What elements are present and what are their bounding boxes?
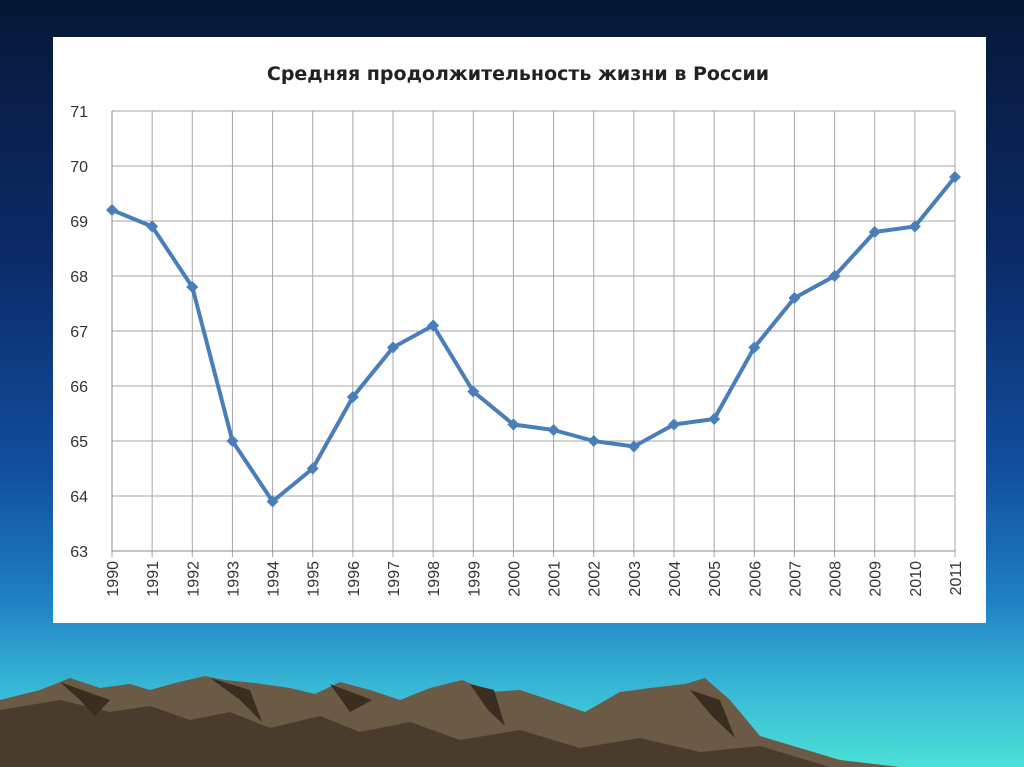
- data-point-marker: [427, 319, 440, 332]
- data-point-marker: [106, 204, 118, 216]
- y-tick-label: 71: [70, 104, 88, 121]
- x-tick-label: 1998: [426, 561, 443, 597]
- data-point-marker: [708, 413, 721, 425]
- x-tick-label: 1997: [386, 561, 403, 597]
- x-tick-label: 2001: [547, 561, 564, 597]
- x-tick-label: 2011: [948, 561, 965, 596]
- x-tick-label: 2004: [667, 561, 684, 597]
- y-tick-label: 67: [70, 324, 88, 341]
- y-tick-label: 64: [70, 489, 88, 506]
- x-tick-label: 2007: [787, 561, 804, 597]
- y-tick-label: 66: [70, 379, 88, 396]
- data-point-marker: [146, 220, 159, 233]
- data-point-marker: [868, 226, 881, 238]
- x-tick-label: 1995: [306, 561, 323, 597]
- x-tick-label: 1990: [105, 561, 122, 597]
- y-tick-label: 70: [70, 159, 88, 176]
- y-tick-label: 68: [70, 269, 88, 286]
- x-tick-label: 2002: [587, 561, 604, 597]
- x-tick-label: 1996: [346, 561, 363, 597]
- x-tick-label: 1991: [145, 561, 162, 597]
- line-chart: Средняя продолжительность жизни в России…: [70, 63, 965, 597]
- y-axis-tick-labels: 63 64 65 66 67 68 69 70 71: [70, 104, 88, 561]
- y-tick-label: 65: [70, 434, 88, 451]
- data-point-marker: [547, 424, 560, 436]
- data-point-marker: [346, 391, 359, 403]
- data-point-marker: [828, 270, 841, 282]
- x-tick-label: 1992: [185, 561, 202, 597]
- axes: [111, 111, 956, 557]
- series-line: [111, 175, 957, 504]
- x-tick-label: 2000: [506, 561, 523, 597]
- data-point-marker: [507, 418, 520, 431]
- data-point-marker: [949, 171, 961, 183]
- x-tick-label: 1999: [466, 561, 483, 597]
- data-point-marker: [467, 385, 480, 398]
- x-tick-label: 2005: [707, 561, 724, 597]
- x-tick-label: 2008: [828, 561, 845, 597]
- x-axis-tick-labels: 1990 1991 1992 1993 1994 1995 1996 1997 1998 1999…: [105, 561, 965, 597]
- data-point-marker: [226, 435, 239, 447]
- data-point-marker: [587, 435, 600, 447]
- x-tick-label: 2009: [868, 561, 885, 597]
- data-point-marker: [186, 281, 199, 293]
- data-point-marker: [748, 341, 761, 354]
- data-point-marker: [306, 462, 319, 475]
- y-tick-label: 69: [70, 214, 88, 231]
- chart-title: Средняя продолжительность жизни в России: [267, 63, 769, 85]
- mountain-range: [0, 676, 900, 767]
- series-life-expectancy: [106, 171, 961, 508]
- data-point-marker: [387, 341, 399, 354]
- data-point-marker: [788, 292, 801, 304]
- data-point-marker: [266, 495, 279, 508]
- y-tick-label: 63: [70, 544, 88, 561]
- x-tick-label: 2010: [908, 561, 925, 597]
- x-tick-label: 1993: [225, 561, 242, 597]
- data-point-marker: [668, 418, 680, 431]
- chart-panel: Средняя продолжительность жизни в России…: [53, 37, 986, 623]
- x-tick-label: 1994: [266, 561, 283, 597]
- data-point-marker: [908, 220, 921, 233]
- x-tick-label: 2003: [627, 561, 644, 597]
- x-tick-label: 2006: [747, 561, 764, 597]
- data-point-marker: [627, 440, 640, 453]
- gridlines: [111, 110, 956, 552]
